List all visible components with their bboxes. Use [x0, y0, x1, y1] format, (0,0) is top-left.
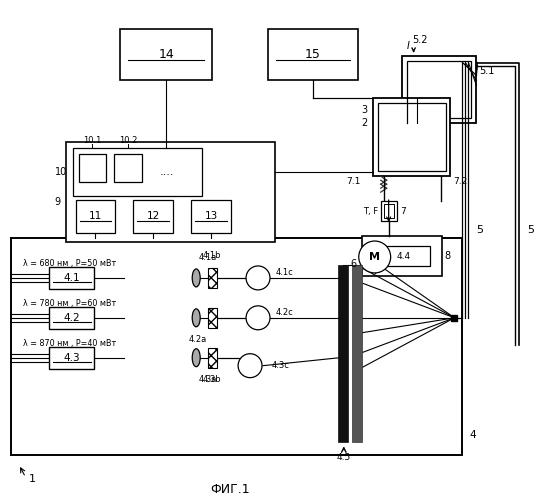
Bar [381, 201, 397, 221]
Bar [352, 265, 362, 442]
Text: 10.2: 10.2 [119, 136, 138, 145]
Bar [11, 238, 462, 456]
Bar [49, 267, 94, 289]
Text: T, F: T, F [362, 206, 377, 216]
Text: 14: 14 [158, 48, 174, 61]
Text: 4.5: 4.5 [336, 453, 351, 462]
Bar [72, 148, 202, 196]
Ellipse shape [192, 269, 200, 287]
Bar [407, 60, 471, 118]
Text: 2: 2 [361, 118, 368, 128]
Ellipse shape [192, 348, 200, 366]
Bar [65, 142, 275, 242]
Text: 5: 5 [527, 225, 534, 235]
Text: λ = 780 нм , P=60 мВт: λ = 780 нм , P=60 мВт [23, 300, 116, 308]
Ellipse shape [192, 309, 200, 327]
Bar [208, 348, 217, 368]
Text: I: I [407, 40, 409, 50]
Text: 4.3a: 4.3a [198, 375, 217, 384]
Text: M: M [369, 252, 380, 262]
Text: 12: 12 [147, 211, 160, 221]
Text: 9: 9 [55, 197, 60, 207]
Bar [384, 204, 394, 218]
Bar [208, 268, 217, 288]
Bar [120, 28, 212, 80]
Text: ФИГ.1: ФИГ.1 [210, 483, 250, 496]
Text: 4.1: 4.1 [63, 273, 80, 283]
Text: 4.2a: 4.2a [189, 336, 207, 344]
Text: 4.3c: 4.3c [272, 361, 290, 370]
Text: 3: 3 [362, 106, 368, 116]
Text: 1: 1 [29, 474, 36, 484]
Text: 4.3b: 4.3b [203, 375, 221, 384]
Text: 4.2: 4.2 [63, 313, 80, 323]
Circle shape [246, 266, 270, 290]
Circle shape [246, 306, 270, 330]
Text: 5: 5 [476, 225, 483, 235]
Text: 7.2: 7.2 [454, 176, 468, 186]
Bar [362, 236, 442, 276]
Bar [49, 307, 94, 329]
Bar [76, 200, 116, 233]
Text: 4.2c: 4.2c [276, 308, 294, 318]
Text: 10.1: 10.1 [83, 136, 102, 145]
Bar [338, 265, 348, 442]
Bar [377, 104, 446, 171]
Text: 5.2: 5.2 [412, 34, 427, 44]
Text: 15: 15 [305, 48, 321, 61]
Text: 5.1: 5.1 [480, 66, 495, 76]
Bar [78, 154, 106, 182]
Bar [373, 98, 450, 176]
Text: 4.3: 4.3 [63, 352, 80, 362]
Text: 4.4: 4.4 [397, 252, 411, 262]
Text: 13: 13 [205, 211, 218, 221]
Text: λ = 870 нм , P=40 мВт: λ = 870 нм , P=40 мВт [23, 339, 116, 348]
Bar [114, 154, 143, 182]
Text: 4.1c: 4.1c [276, 268, 294, 278]
Text: 6: 6 [350, 259, 357, 269]
Text: 7.1: 7.1 [346, 176, 361, 186]
Text: 11: 11 [89, 211, 102, 221]
Text: 4: 4 [469, 430, 476, 440]
Bar [191, 200, 231, 233]
Text: 4.1a: 4.1a [198, 254, 217, 262]
Text: λ = 680 нм , P=50 мВт: λ = 680 нм , P=50 мВт [23, 260, 116, 268]
Bar [133, 200, 173, 233]
Bar [49, 346, 94, 368]
Bar [402, 56, 476, 124]
Circle shape [359, 241, 390, 273]
Text: 7: 7 [401, 206, 407, 216]
Bar [268, 28, 358, 80]
Text: 4.1b: 4.1b [203, 252, 221, 260]
Bar [208, 308, 217, 328]
Text: ....: .... [160, 167, 174, 177]
Bar [370, 246, 429, 266]
Text: 10: 10 [55, 167, 68, 177]
Text: 8: 8 [444, 251, 451, 261]
Circle shape [238, 354, 262, 378]
